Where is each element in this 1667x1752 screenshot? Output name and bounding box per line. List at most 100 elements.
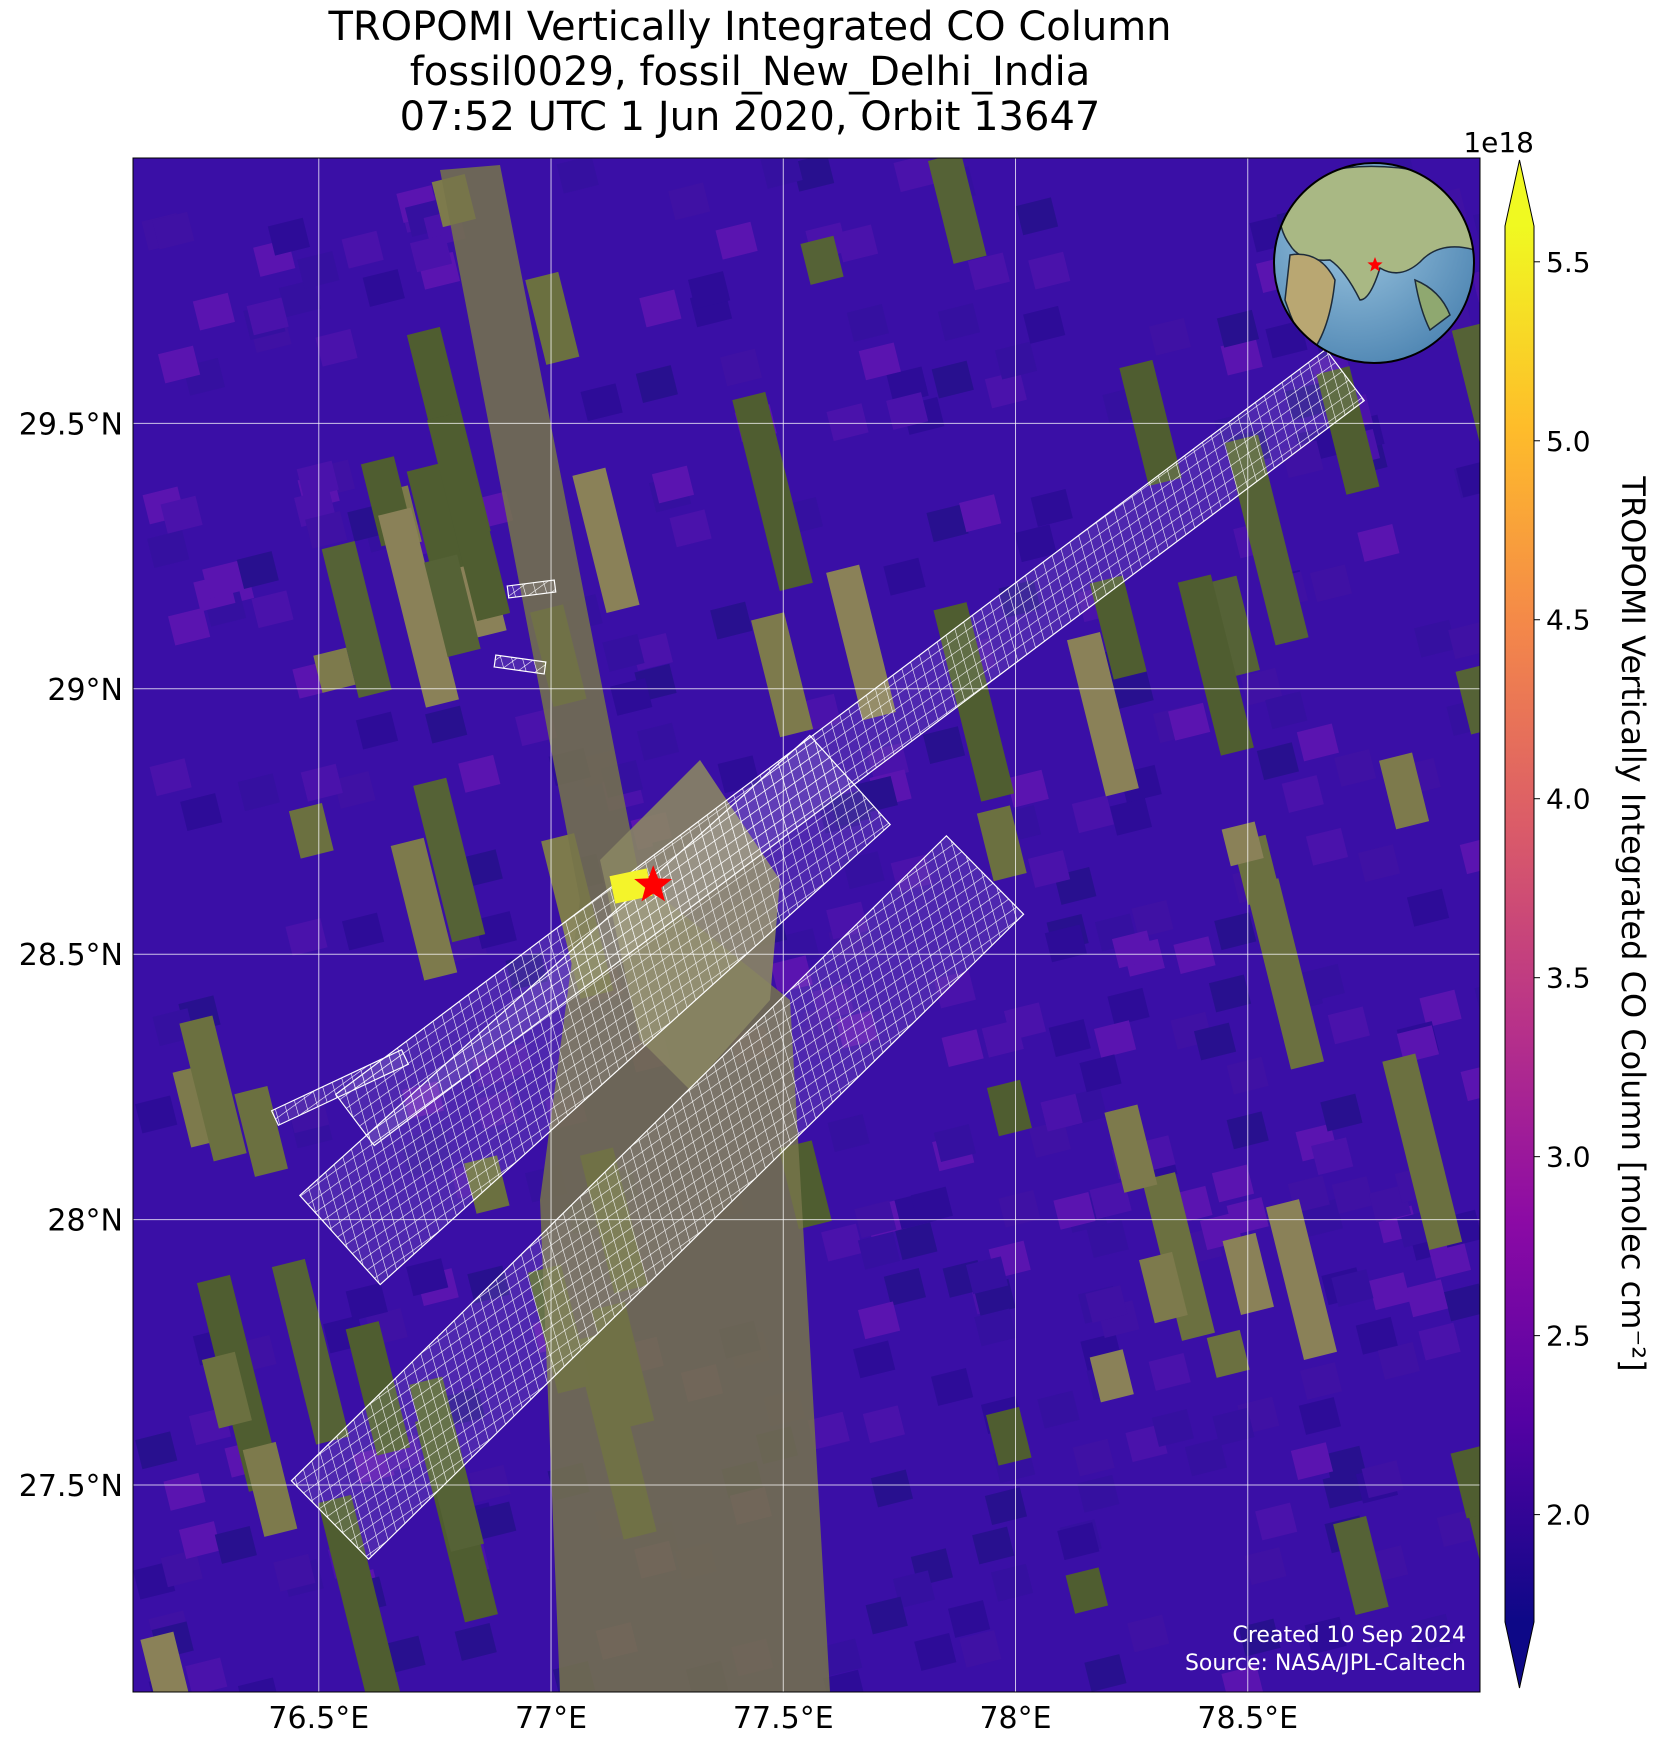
y-tick-label: 29.5°N — [19, 407, 123, 442]
title-line: 07:52 UTC 1 Jun 2020, Orbit 13647 — [400, 94, 1101, 140]
retrieval-cell — [926, 504, 969, 543]
imagery-patch — [1245, 878, 1324, 1070]
retrieval-cell — [1265, 320, 1308, 359]
colorbar-extend-max — [1505, 160, 1534, 226]
retrieval-cell — [1089, 1181, 1132, 1220]
retrieval-cell — [870, 1469, 913, 1508]
retrieval-cell — [1357, 524, 1400, 562]
retrieval-cell — [1357, 844, 1401, 883]
retrieval-cell — [1255, 1502, 1298, 1541]
x-tick-label: 78.5°E — [1197, 1701, 1298, 1736]
retrieval-cell — [1410, 1613, 1454, 1652]
retrieval-cell — [285, 918, 328, 956]
globe-land — [1414, 278, 1451, 332]
retrieval-cell — [355, 711, 399, 750]
retrieval-cell — [556, 158, 599, 194]
retrieval-cell — [315, 328, 358, 367]
retrieval-cell — [1305, 827, 1349, 866]
retrieval-cell — [135, 1095, 178, 1134]
retrieval-cell — [994, 341, 1038, 380]
retrieval-cell — [1048, 1019, 1091, 1057]
retrieval-cell — [1184, 1438, 1228, 1477]
map-area: Created 10 Sep 2024 Source: NASA/JPL-Cal… — [133, 158, 1480, 1692]
title-line: TROPOMI Vertically Integrated CO Column — [327, 4, 1171, 50]
title-line: fossil0029, fossil_New_Delhi_India — [410, 49, 1091, 95]
credit-text: Created 10 Sep 2024 — [1233, 1623, 1467, 1648]
y-tick-label: 28°N — [47, 1204, 123, 1239]
colorbar: 2.0 2.5 3.0 3.5 4.0 4.5 5.0 5.5 1e18 TROPOMI Vert… — [1463, 126, 1652, 1689]
retrieval-cell — [883, 557, 926, 596]
retrieval-cell — [333, 771, 376, 809]
retrieval-cell — [892, 1570, 936, 1609]
x-tick-label: 76.5°E — [268, 1701, 369, 1736]
gridlines — [133, 158, 1480, 1692]
imagery-patch — [288, 803, 334, 859]
retrieval-cell — [1428, 1240, 1472, 1279]
retrieval-cell — [1334, 749, 1377, 787]
retrieval-cell — [1193, 1022, 1237, 1061]
retrieval-cell — [1368, 1272, 1411, 1311]
retrieval-cell — [602, 633, 645, 672]
retrieval-cell — [1296, 723, 1340, 762]
retrieval-cell — [580, 383, 623, 422]
imagery-patch — [986, 1079, 1032, 1137]
retrieval-cell — [1456, 459, 1480, 498]
retrieval-cell — [1240, 667, 1283, 706]
inset-globe — [1273, 162, 1475, 364]
ocoswaths — [270, 348, 1366, 1561]
retrieval-cell — [1057, 1522, 1100, 1561]
retrieval-cell — [922, 726, 966, 765]
retrieval-cell — [639, 289, 682, 328]
retrieval-cell — [827, 1114, 870, 1152]
x-tick-label: 77.5°E — [733, 1701, 834, 1736]
retrieval-cell — [1324, 1445, 1367, 1484]
imagery-patch — [1139, 1251, 1188, 1324]
retrieval-cell — [1355, 1316, 1398, 1355]
imagery-patch — [1203, 575, 1260, 679]
retrieval-cell — [1244, 1547, 1287, 1586]
retrieval-cell — [1027, 850, 1071, 888]
x-tick-label: 77°E — [515, 1701, 587, 1736]
retrieval-cell — [1053, 1191, 1096, 1230]
colorbar-tick-label: 3.5 — [1546, 962, 1591, 995]
retrieval-cell — [965, 1256, 1009, 1295]
retrieval-cell — [1377, 1341, 1420, 1380]
colorbar-tick-label: 4.0 — [1546, 783, 1591, 816]
imagery-patch — [321, 541, 392, 698]
retrieval-cell — [163, 1472, 206, 1511]
retrieval-cell — [1208, 974, 1252, 1013]
colorbar-tick-label: 2.0 — [1546, 1499, 1591, 1532]
colorbar-tick-label: 5.5 — [1546, 246, 1591, 279]
retrieval-cell — [1299, 1362, 1343, 1400]
imagery-patch — [234, 1085, 288, 1177]
retrieval-cell — [1220, 337, 1263, 376]
retrieval-cell — [1173, 936, 1216, 975]
retrieval-cell — [160, 1549, 203, 1588]
imagery-patch — [985, 1406, 1032, 1466]
retrieval-cell — [458, 754, 501, 793]
retrieval-cell — [883, 1267, 926, 1306]
imagery-patch — [826, 564, 896, 721]
retrieval-cell — [610, 677, 653, 716]
retrieval-cell — [1298, 1397, 1341, 1435]
retrieval-cell — [425, 705, 468, 744]
retrieval-cell — [185, 1657, 228, 1692]
retrieval-cell — [846, 303, 889, 342]
imagery-patch — [140, 1631, 217, 1692]
retrieval-cell — [826, 403, 869, 442]
retrieval-cell — [1304, 1616, 1347, 1655]
retrieval-cell — [981, 1019, 1024, 1058]
imagery-patch — [271, 1258, 350, 1445]
retrieval-cell — [296, 460, 339, 499]
retrieval-cell — [760, 158, 803, 189]
retrieval-cell — [947, 1600, 991, 1638]
retrieval-cell — [251, 590, 294, 629]
retrieval-cell — [669, 509, 712, 548]
retrieval-cell — [168, 607, 211, 646]
retrieval-cell — [933, 1124, 976, 1162]
retrieval-cell — [930, 1368, 974, 1406]
colorbar-tick-label: 4.5 — [1546, 604, 1591, 637]
retrieval-cell — [1028, 251, 1071, 290]
retrieval-cell — [865, 1596, 908, 1635]
retrieval-cell — [409, 234, 453, 273]
